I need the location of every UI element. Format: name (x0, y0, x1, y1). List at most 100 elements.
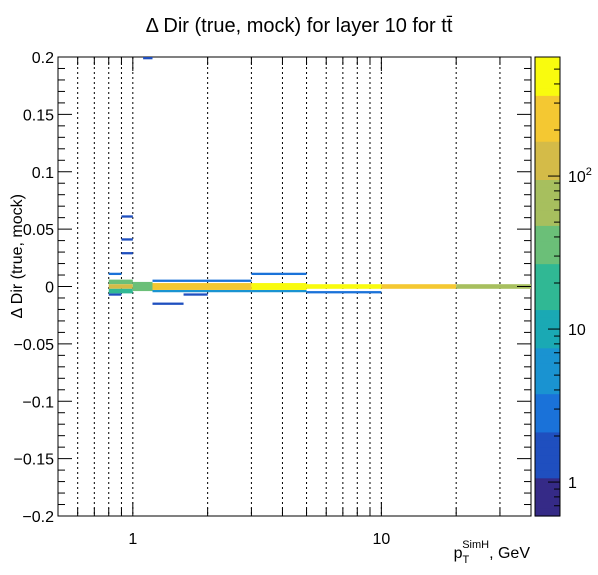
heatmap-cell (121, 252, 133, 255)
colorbar-segment (535, 156, 560, 165)
colorbar-segment (535, 363, 560, 372)
colorbar-segment (535, 232, 560, 242)
heatmap-cell (183, 293, 208, 296)
colorbar-segment (535, 340, 560, 349)
x-axis-title-base: p (454, 545, 463, 562)
heatmap-cell (108, 272, 122, 276)
colorbar-segment (535, 355, 560, 364)
colorbar-segment (535, 508, 560, 517)
colorbar-segment (535, 439, 560, 448)
colorbar-segment (535, 87, 560, 96)
colorbar-segment (535, 118, 560, 127)
heatmap-cell (306, 291, 382, 294)
x-axis-title-suffix: , GeV (489, 545, 530, 562)
colorbar-segment (535, 64, 560, 73)
colorbar-segment (535, 210, 560, 219)
colorbar-segment (535, 171, 560, 180)
colorbar-segment (535, 110, 560, 119)
y-axis-title: Δ Dir (true, mock) (9, 194, 26, 318)
y-tick-label: 0.05 (23, 222, 54, 239)
colorbar-segment (535, 447, 560, 456)
y-tick-label: 0.15 (23, 107, 54, 124)
heatmap-cell (121, 215, 133, 218)
colorbar-segment (535, 431, 560, 441)
x-gridlines (77, 57, 501, 516)
colorbar-segment (535, 202, 560, 211)
heatmap-cell (152, 289, 252, 293)
colorbar-segment (535, 500, 560, 509)
y-tick-label: 0.1 (32, 165, 54, 182)
colorbar-segment (535, 317, 560, 326)
y-axis-ticks: 0.2 0.15 0.1 0.05 0 −0.05 −0.1 −0.15 −0.2 (14, 50, 531, 526)
colorbar-segment (535, 470, 560, 479)
heatmap-cell (152, 279, 252, 282)
y-tick-label: −0.2 (22, 509, 54, 526)
heatmap-cell (152, 283, 252, 290)
colorbar-segment (535, 485, 560, 494)
y-tick-label: −0.05 (14, 337, 55, 354)
colorbar-segment (535, 179, 560, 188)
heatmap-cell (143, 57, 153, 60)
plot-area: 1 10 0.2 0.15 0.1 0.05 0 −0.05 −0.1 −0.15 −0.2 (14, 50, 532, 548)
colorbar-segment (535, 416, 560, 425)
colorbar-tick-label: 102 (568, 166, 592, 186)
colorbar-segment (535, 57, 560, 66)
heatmap-cell (108, 279, 133, 285)
x-tick-label: 1 (128, 531, 137, 548)
heatmap-cells (108, 57, 531, 305)
x-tick-label: 10 (372, 531, 390, 548)
colorbar-tick-label: 10 (568, 322, 586, 339)
colorbar-segment (535, 141, 560, 150)
colorbar-segment (535, 347, 560, 356)
color-scale-bar: 1 10 102 (534, 56, 592, 517)
x-axis-ticks: 1 10 (57, 57, 532, 548)
x-axis-title-sup: SimH (462, 539, 489, 551)
colorbar-segment (535, 462, 560, 471)
chart-title: Δ Dir (true, mock) for layer 10 for tt̄ (146, 15, 453, 37)
colorbar-segment (535, 102, 560, 112)
heatmap-cell (108, 293, 122, 296)
colorbar-segment (535, 95, 560, 104)
colorbar-segment (535, 194, 560, 203)
colorbar-segment (535, 385, 560, 395)
y-tick-label: 0 (45, 280, 54, 297)
colorbar-segment (535, 187, 560, 196)
colorbar-segment (535, 378, 560, 387)
colorbar-segment (535, 79, 560, 89)
colorbar-tick-label: 1 (568, 475, 577, 492)
colorbar-segment (535, 454, 560, 464)
colorbar-segment (535, 133, 560, 142)
colorbar-segment (535, 72, 560, 81)
heatmap-cell (251, 272, 307, 276)
colorbar-segment (535, 271, 560, 280)
heatmap-cell (132, 281, 153, 292)
colorbar-segment (535, 393, 560, 402)
colorbar-segment (535, 240, 560, 249)
colorbar-segment (535, 278, 560, 288)
colorbar-segment (535, 332, 560, 341)
colorbar-segment (535, 125, 560, 135)
colorbar-frame (534, 56, 561, 517)
y-tick-label: −0.1 (22, 394, 54, 411)
colorbar-segment (535, 401, 560, 410)
heatmap-cell (251, 283, 307, 290)
colorbar-segment (535, 477, 560, 486)
heatmap-cell (108, 284, 133, 289)
colorbar-segment (535, 148, 560, 158)
colorbar-segment (535, 263, 560, 272)
colorbar-segment (535, 248, 560, 257)
heatmap-cell (306, 284, 382, 289)
heatmap-cell (381, 284, 457, 289)
colorbar-segment (535, 493, 560, 502)
y-tick-label: −0.15 (14, 452, 55, 469)
x-axis-title: pT SimH, GeV (454, 539, 531, 566)
x-axis-title-sub: T (462, 554, 469, 566)
colorbar-segment (535, 286, 560, 295)
colorbar-segment (535, 370, 560, 379)
colorbar-segment (535, 424, 560, 433)
colorbar-segment (535, 255, 560, 265)
y-tick-label: 0.2 (32, 50, 54, 67)
colorbar-segment (535, 164, 560, 173)
colorbar-segment (535, 324, 560, 333)
